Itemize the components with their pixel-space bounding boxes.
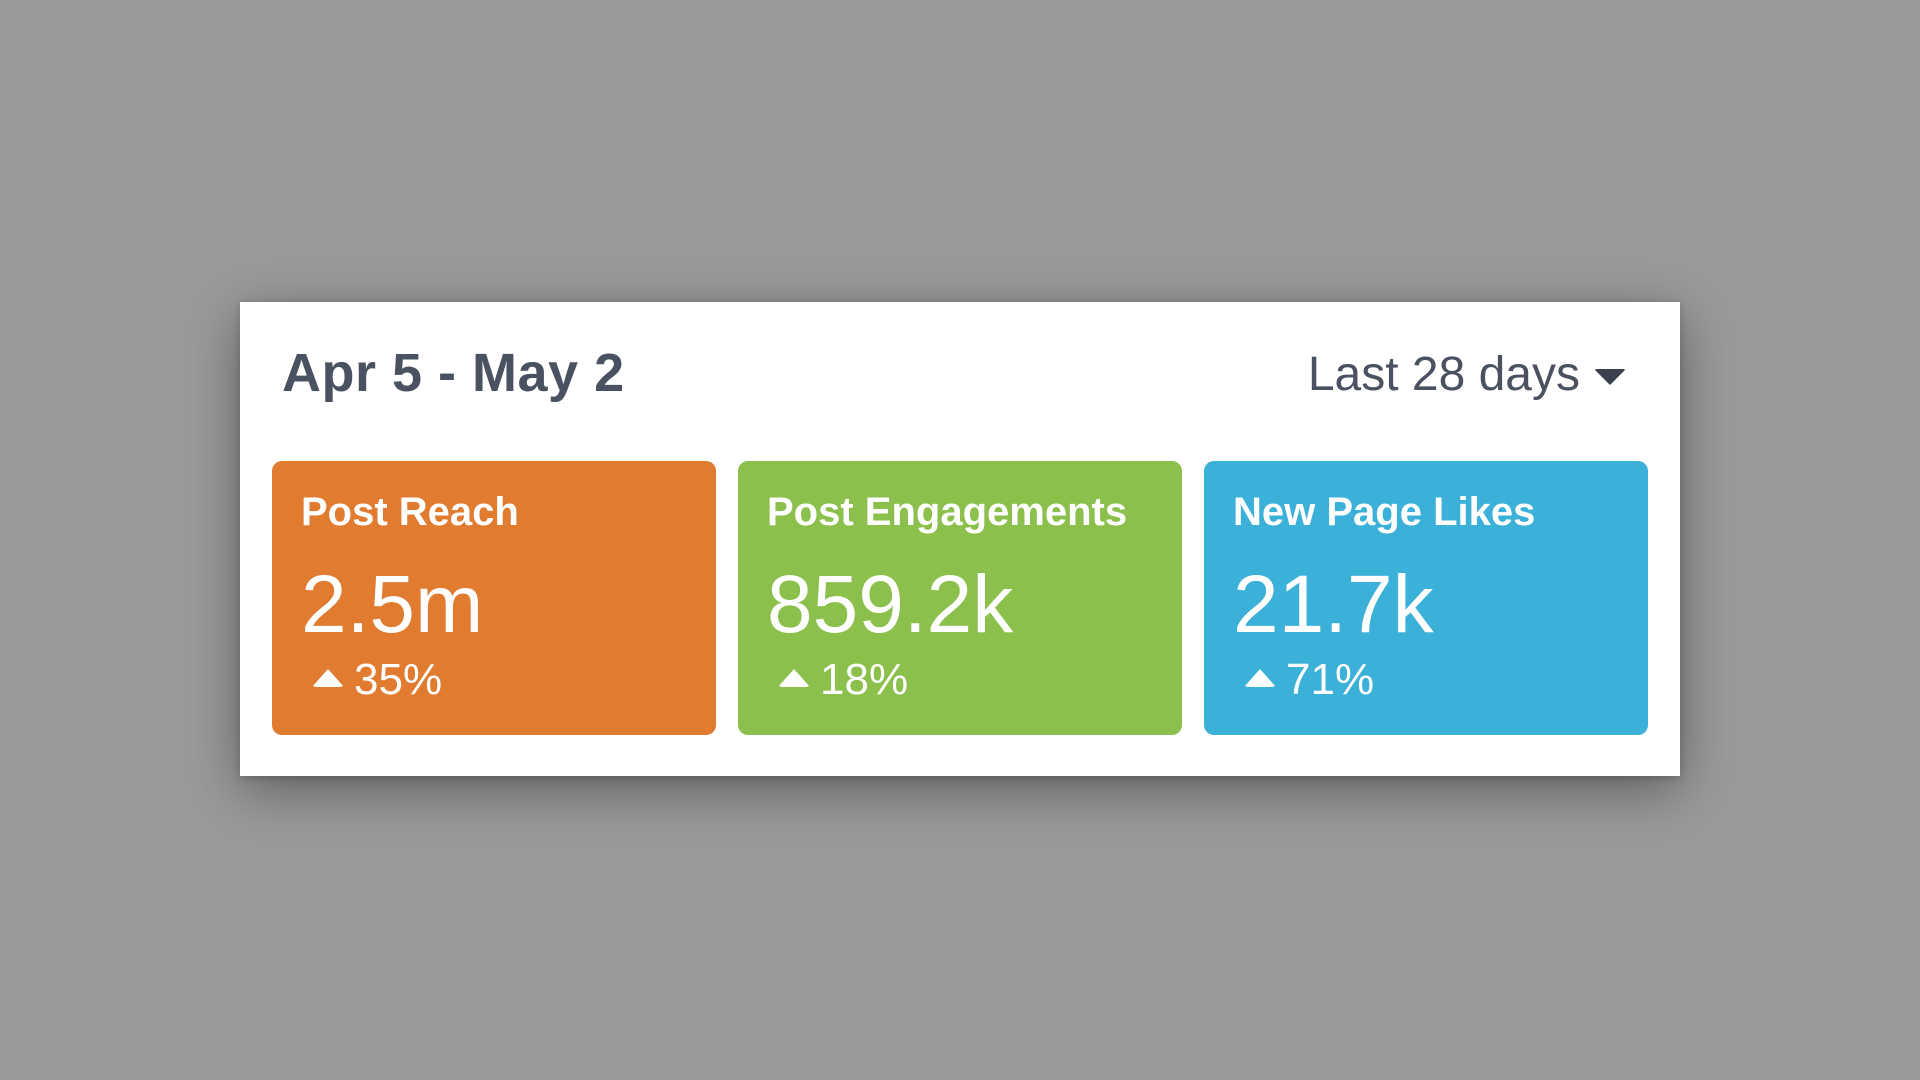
metric-change-value: 71%	[1286, 655, 1375, 704]
date-range-label: Apr 5 - May 2	[282, 343, 625, 403]
period-dropdown-label: Last 28 days	[1307, 348, 1580, 401]
metric-title: New Page Likes	[1233, 490, 1536, 534]
metric-card-new-page-likes[interactable]: New Page Likes 21.7k 71%	[1204, 461, 1648, 735]
metric-change-value: 35%	[354, 655, 443, 704]
panel-header: Apr 5 - May 2 Last 28 days	[240, 302, 1680, 442]
metric-value: 21.7k	[1233, 559, 1434, 650]
period-dropdown[interactable]: Last 28 days	[1308, 342, 1626, 408]
metric-card-post-reach[interactable]: Post Reach 2.5m 35%	[272, 461, 716, 735]
triangle-up-icon	[778, 669, 810, 687]
triangle-up-icon	[312, 669, 344, 687]
triangle-up-icon	[1244, 669, 1276, 687]
metric-change: 71%	[1244, 653, 1374, 707]
metric-value: 2.5m	[301, 559, 484, 650]
metric-value: 859.2k	[767, 559, 1014, 650]
metric-cards: Post Reach 2.5m 35% Post Engagements 859…	[272, 461, 1648, 735]
metric-change: 18%	[778, 653, 908, 707]
metric-change: 35%	[312, 653, 442, 707]
metric-card-post-engagements[interactable]: Post Engagements 859.2k 18%	[738, 461, 1182, 735]
metric-title: Post Reach	[301, 490, 519, 534]
metrics-panel: Apr 5 - May 2 Last 28 days Post Reach 2.…	[240, 302, 1680, 776]
caret-down-icon	[1594, 369, 1626, 385]
metric-title: Post Engagements	[767, 490, 1128, 534]
metric-change-value: 18%	[820, 655, 909, 704]
